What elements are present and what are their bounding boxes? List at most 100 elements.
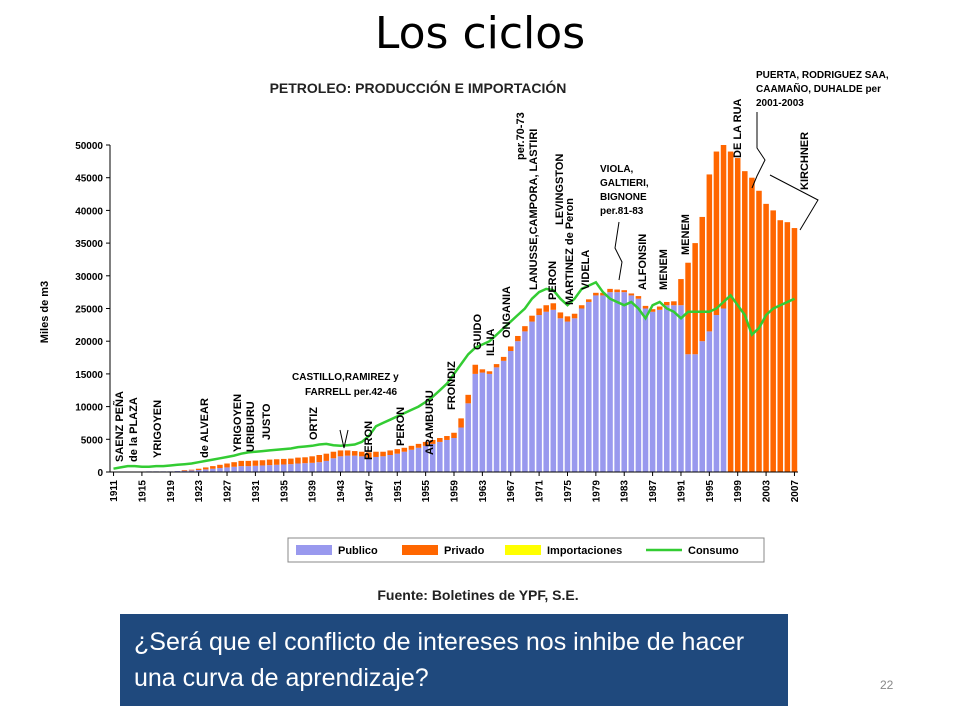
bar-publico — [507, 351, 514, 472]
bar-publico — [415, 447, 422, 472]
bar-publico — [628, 295, 635, 472]
legend-swatch-privado — [402, 545, 438, 555]
bar-publico — [273, 464, 280, 472]
x-tick-label: 1927 — [223, 480, 234, 503]
bar-privado — [266, 459, 273, 466]
bar-publico — [593, 295, 599, 472]
y-axis-label: Miles de m3 — [39, 281, 51, 343]
bar-publico — [585, 301, 592, 472]
bar-publico — [295, 463, 301, 472]
bar-privado — [571, 313, 578, 319]
bar-privado — [437, 437, 443, 442]
bar-privado — [607, 288, 613, 293]
y-axis: 0 5000 10000 15000 20000 25000 30000 35000 40000… — [75, 141, 111, 479]
bar-privado — [578, 305, 585, 309]
bar-privado — [522, 326, 528, 332]
x-tick-label: 1947 — [364, 480, 375, 503]
x-tick-label: 1979 — [591, 480, 602, 503]
bar-privado — [536, 308, 542, 316]
bar-privado — [366, 452, 372, 458]
annotation-videla: VIDELA — [580, 250, 592, 290]
bar-publico — [720, 308, 727, 472]
bar-publico — [245, 466, 252, 472]
x-tick-label: 1955 — [421, 480, 432, 503]
bar-privado — [628, 293, 635, 296]
bar-publico — [479, 372, 486, 472]
bar-privado — [444, 436, 450, 440]
bar-publico — [351, 455, 358, 472]
annotation-martinez-de-peron: MARTINEZ de Peron — [564, 198, 576, 305]
x-tick-label: 1959 — [450, 480, 461, 503]
series-line-consumo — [113, 280, 796, 470]
bar-publico — [621, 292, 627, 472]
bar-publico — [316, 462, 323, 472]
production-chart: PETROLEO: PRODUCCIÓN E IMPORTACIÓN Miles… — [39, 70, 889, 603]
bar-publico — [600, 295, 606, 472]
bar-privado — [713, 151, 720, 316]
bar-privado — [791, 228, 798, 472]
slide-title: Los ciclos — [374, 8, 586, 59]
annotation-yrigoyen-2: YRIGOYEN — [232, 394, 244, 452]
bar-privado — [195, 468, 202, 471]
annotation-de-la-plaza: de la PLAZA — [128, 397, 140, 462]
bar-privado — [252, 460, 259, 466]
bar-publico — [543, 311, 549, 472]
bar-privado — [309, 456, 315, 463]
bar-publico — [671, 305, 677, 472]
x-tick-label: 1951 — [393, 480, 404, 503]
annotation-lanusse: LANUSSE,CAMPORA, LASTIRI — [528, 129, 540, 290]
page-number: 22 — [880, 678, 894, 692]
annotation-peron-3: PERON — [547, 261, 559, 300]
annotation-justo: JUSTO — [261, 403, 273, 440]
annotation-farrell: FARRELL per.42-46 — [305, 387, 398, 398]
legend-label-consumo: Consumo — [688, 545, 739, 557]
bar-privado — [635, 296, 642, 299]
bar-privado — [238, 460, 244, 467]
bar-privado — [557, 312, 564, 319]
bar-privado — [642, 305, 649, 309]
bar-publico — [458, 427, 464, 472]
bar-privado — [600, 292, 606, 296]
bar-privado — [671, 301, 677, 306]
x-tick-label: 1983 — [620, 480, 631, 503]
bars — [146, 145, 798, 473]
annotation-guido: GUIDO — [472, 314, 484, 351]
legend-label-privado: Privado — [444, 545, 485, 557]
annotation-viola: VIOLA, — [600, 164, 634, 175]
bar-publico — [238, 466, 244, 472]
bar-publico — [699, 341, 706, 472]
bar-publico — [266, 465, 273, 472]
bar-publico — [380, 456, 386, 472]
annotation-menem-1: MENEM — [658, 249, 670, 290]
bar-privado — [720, 145, 727, 309]
bar-publico — [536, 315, 542, 472]
bar-privado — [472, 364, 479, 374]
y-tick-label: 15000 — [75, 370, 103, 381]
bar-publico — [217, 468, 223, 472]
bar-privado — [593, 292, 599, 296]
bar-publico — [281, 464, 287, 472]
bar-privado — [188, 469, 195, 471]
bar-privado — [380, 451, 386, 457]
bar-privado — [784, 222, 791, 472]
bar-privado — [387, 450, 393, 455]
chart-source: Fuente: Boletines de YPF, S.E. — [377, 587, 578, 603]
y-tick-label: 30000 — [75, 272, 103, 283]
annotation-per-81-83: per.81-83 — [600, 206, 644, 217]
bar-publico — [564, 321, 571, 472]
legend: Publico Privado Importaciones Consumo — [287, 537, 765, 563]
bar-privado — [763, 203, 769, 473]
annotation-uriburu: URIBURU — [245, 401, 257, 452]
era-annotations: SAENZ PEÑA de la PLAZA YRIGOYEN de ALVEA… — [113, 70, 889, 462]
x-tick-label: 1999 — [733, 480, 744, 503]
bar-privado — [515, 335, 521, 342]
bar-privado — [742, 171, 748, 472]
bar-privado — [500, 356, 507, 361]
x-tick-label: 1919 — [166, 480, 177, 503]
annotation-per-70-73: per.70-73 — [515, 112, 527, 160]
bar-privado — [323, 453, 330, 461]
bar-privado — [210, 466, 216, 469]
x-tick-label: 1967 — [506, 480, 517, 503]
bar-publico — [515, 341, 521, 472]
annotation-bracket-puerta — [751, 112, 766, 189]
